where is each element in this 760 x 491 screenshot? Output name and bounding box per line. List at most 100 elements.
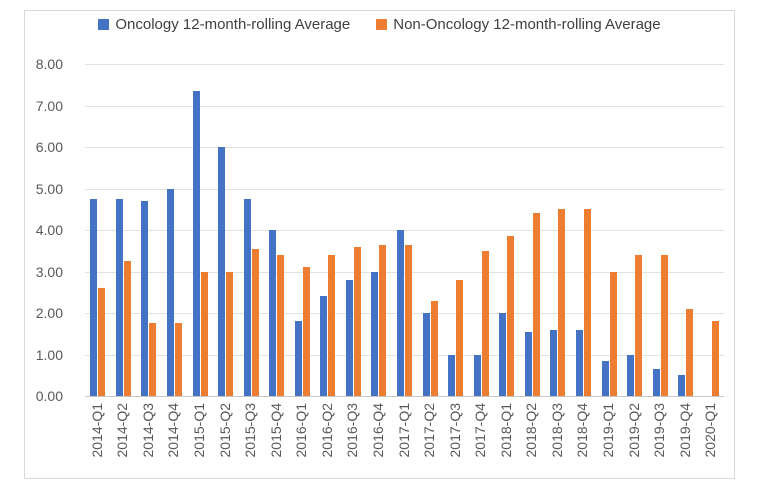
bar-non-oncology — [226, 271, 234, 396]
bar-oncology — [575, 329, 583, 396]
bar-oncology — [499, 313, 507, 396]
category-group — [596, 64, 622, 396]
gridline — [85, 230, 724, 231]
plot-area — [85, 64, 724, 397]
y-tick-label: 2.00 — [35, 305, 63, 321]
bar-non-oncology — [635, 254, 643, 396]
bar-oncology — [115, 198, 123, 396]
bar-oncology — [320, 296, 328, 396]
category-group — [315, 64, 341, 396]
category-group — [187, 64, 213, 396]
y-tick-label: 1.00 — [35, 346, 63, 363]
bar-oncology — [192, 90, 200, 396]
bar-non-oncology — [405, 244, 413, 396]
bars-layer — [85, 64, 724, 396]
category-group — [162, 64, 188, 396]
y-tick-label: 5.00 — [35, 180, 63, 197]
bar-oncology — [448, 354, 456, 396]
gridline — [85, 147, 724, 148]
category-group — [520, 64, 546, 396]
bar-oncology — [90, 198, 98, 396]
x-tick-label: 2015-Q3 — [242, 403, 259, 458]
bar-non-oncology — [123, 261, 131, 396]
y-tick-label: 3.00 — [35, 263, 63, 280]
bar-oncology — [371, 271, 379, 396]
y-tick-label: 4.00 — [35, 222, 63, 238]
y-tick-label: 6.00 — [35, 139, 63, 155]
bar-non-oncology — [328, 254, 336, 396]
x-tick-label: 2020-Q1 — [702, 403, 719, 458]
bar-oncology — [141, 200, 149, 396]
gridline — [85, 271, 724, 273]
category-group — [622, 64, 648, 396]
bar-oncology — [601, 360, 609, 396]
legend-item-non-oncology: Non-Oncology 12-month-rolling Average — [376, 16, 661, 33]
bar-non-oncology — [711, 321, 719, 396]
x-tick-label: 2017-Q1 — [395, 403, 412, 458]
category-group — [673, 64, 699, 396]
bar-oncology — [243, 198, 251, 396]
x-tick-label: 2017-Q3 — [446, 403, 463, 458]
category-group — [392, 64, 418, 396]
x-tick-label: 2016-Q2 — [318, 403, 335, 458]
bar-non-oncology — [532, 213, 540, 396]
x-tick-label: 2018-Q4 — [574, 403, 591, 458]
bar-oncology — [294, 321, 302, 396]
x-tick-label: 2019-Q1 — [599, 403, 616, 458]
oncology-legend-swatch-icon — [98, 19, 110, 30]
bar-oncology — [652, 369, 660, 396]
x-tick-label: 2015-Q4 — [267, 403, 284, 458]
x-tick-label: 2015-Q1 — [191, 403, 208, 458]
legend-label-non-oncology: Non-Oncology 12-month-rolling Average — [393, 16, 661, 33]
bar-non-oncology — [609, 271, 617, 396]
category-group — [699, 64, 725, 396]
bar-oncology — [524, 331, 532, 396]
category-group — [366, 64, 392, 396]
category-group — [213, 64, 239, 396]
bar-non-oncology — [251, 248, 259, 396]
bar-oncology — [473, 354, 481, 396]
bar-non-oncology — [98, 288, 106, 396]
bar-non-oncology — [277, 254, 285, 396]
x-tick-label: 2018-Q1 — [497, 403, 514, 458]
x-tick-label: 2015-Q2 — [216, 403, 233, 458]
bar-oncology — [627, 354, 635, 396]
category-group — [111, 64, 137, 396]
category-group — [494, 64, 520, 396]
x-tick-label: 2014-Q1 — [88, 403, 105, 458]
category-group — [85, 64, 111, 396]
category-group — [341, 64, 367, 396]
x-axis-line — [85, 396, 724, 397]
gridline — [85, 64, 724, 65]
non-oncology-legend-swatch-icon — [376, 19, 388, 30]
y-tick-label: 0.00 — [35, 388, 63, 404]
chart-legend: Oncology 12-month-rolling Average Non-On… — [25, 16, 734, 33]
bar-non-oncology — [379, 244, 387, 396]
bar-non-oncology — [507, 236, 515, 396]
x-tick-label: 2016-Q3 — [344, 403, 361, 458]
x-tick-label: 2014-Q3 — [139, 403, 156, 458]
x-tick-label: 2018-Q2 — [523, 403, 540, 458]
gridline — [85, 354, 724, 356]
bar-non-oncology — [200, 271, 208, 396]
bar-oncology — [550, 329, 558, 396]
bar-non-oncology — [583, 209, 591, 396]
bar-non-oncology — [430, 300, 438, 396]
bar-non-oncology — [353, 246, 361, 396]
category-group — [571, 64, 597, 396]
bar-non-oncology — [302, 267, 310, 396]
bar-non-oncology — [149, 323, 157, 396]
x-tick-label: 2018-Q3 — [548, 403, 565, 458]
category-group — [136, 64, 162, 396]
gridline — [85, 313, 724, 314]
x-tick-label: 2016-Q1 — [293, 403, 310, 458]
x-tick-label: 2019-Q4 — [676, 403, 693, 458]
x-tick-label: 2014-Q4 — [165, 403, 182, 458]
x-tick-label: 2014-Q2 — [114, 403, 131, 458]
category-group — [443, 64, 469, 396]
bar-non-oncology — [456, 279, 464, 396]
chart-frame: Oncology 12-month-rolling Average Non-On… — [24, 10, 735, 479]
bar-non-oncology — [481, 250, 489, 396]
bar-oncology — [678, 375, 686, 396]
bar-oncology — [422, 313, 430, 396]
